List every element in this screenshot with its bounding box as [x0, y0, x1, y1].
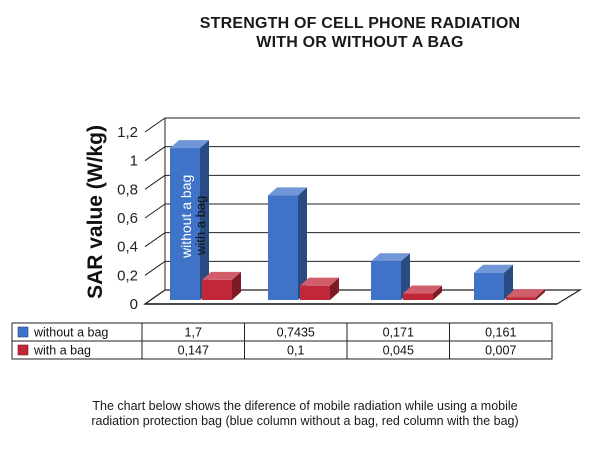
table-value: 0,1 — [287, 344, 304, 358]
bar-top — [202, 271, 241, 280]
bar-side — [433, 285, 442, 300]
chart-title: STRENGTH OF CELL PHONE RADIATION WITH OR… — [150, 14, 570, 52]
y-tick-label: 0,6 — [117, 210, 138, 227]
bar-side — [504, 264, 513, 300]
bar-front — [403, 293, 433, 300]
legend-swatch — [17, 326, 29, 338]
legend-swatch — [17, 344, 29, 356]
bar-0 — [170, 140, 209, 300]
bar-side — [401, 253, 410, 300]
table-value: 0,7435 — [277, 326, 315, 340]
bar-front — [371, 261, 401, 300]
bars: without a bag with a bag — [170, 140, 545, 300]
bar-1 — [300, 277, 339, 300]
bar-top — [371, 253, 410, 262]
table-value: 0,147 — [178, 344, 209, 358]
y-axis-label: SAR value (W/kg) — [84, 125, 107, 299]
table-value: 0,171 — [383, 326, 414, 340]
gridline-diagonal — [144, 232, 166, 248]
chart-title-line-1: STRENGTH OF CELL PHONE RADIATION — [199, 15, 521, 32]
legend-label: without a bag — [33, 326, 108, 340]
bar-label-without-bag: without a bag — [178, 175, 194, 259]
bar-top — [300, 277, 339, 286]
bar-side — [330, 277, 339, 300]
bar-front — [268, 195, 298, 300]
table-value: 0,045 — [383, 344, 414, 358]
bar-0 — [268, 187, 307, 300]
chart-floor — [143, 289, 583, 305]
caption-line-1: The chart below shows the diference of m… — [92, 399, 518, 413]
table-value: 0,007 — [485, 344, 516, 358]
table-value: 0,161 — [485, 326, 516, 340]
bar-front — [474, 272, 504, 300]
legend-label: with a bag — [33, 344, 91, 358]
bar-label-with-bag: with a bag — [193, 196, 208, 256]
bar-0 — [371, 253, 410, 300]
bar-1 — [403, 285, 442, 300]
bar-top — [403, 285, 442, 294]
y-axis-ticks: 0 0,2 0,4 0,6 0,8 1 1,2 — [117, 124, 138, 313]
bar-front — [202, 279, 232, 300]
bar-front — [170, 148, 200, 300]
y-tick-label: 0 — [130, 296, 138, 313]
gridline-diagonal — [144, 260, 166, 276]
bar-top — [506, 289, 545, 298]
y-tick-label: 0,8 — [117, 181, 138, 198]
bar-top — [268, 187, 307, 196]
bar-top — [474, 264, 513, 273]
y-tick-label: 1,2 — [117, 124, 138, 141]
bar-side — [232, 271, 241, 300]
bar-1 — [202, 271, 241, 300]
bar-front — [506, 297, 536, 300]
y-tick-label: 0,4 — [117, 239, 138, 256]
bar-side — [298, 187, 307, 300]
bar-side — [200, 140, 209, 300]
caption-line-2: radiation protection bag (blue column wi… — [91, 414, 519, 428]
y-tick-label: 0,2 — [117, 267, 138, 284]
bar-top — [170, 140, 209, 149]
bar-front — [300, 285, 330, 300]
gridline-diagonal — [144, 203, 166, 219]
chart-title-line-2: WITH OR WITHOUT A BAG — [256, 34, 464, 51]
gridline-diagonal — [144, 117, 166, 133]
gridline-diagonal — [144, 146, 166, 162]
data-table: without a bag 1,7 0,7435 0,171 0,161 with a b… — [11, 322, 553, 360]
gridline-diagonal — [144, 174, 166, 190]
bar-0 — [474, 264, 513, 300]
y-tick-label: 1 — [130, 153, 138, 170]
bar-1 — [506, 289, 545, 300]
bar-side — [536, 289, 545, 300]
table-value: 1,7 — [185, 326, 202, 340]
chart-caption: The chart below shows the diference of m… — [20, 399, 590, 429]
